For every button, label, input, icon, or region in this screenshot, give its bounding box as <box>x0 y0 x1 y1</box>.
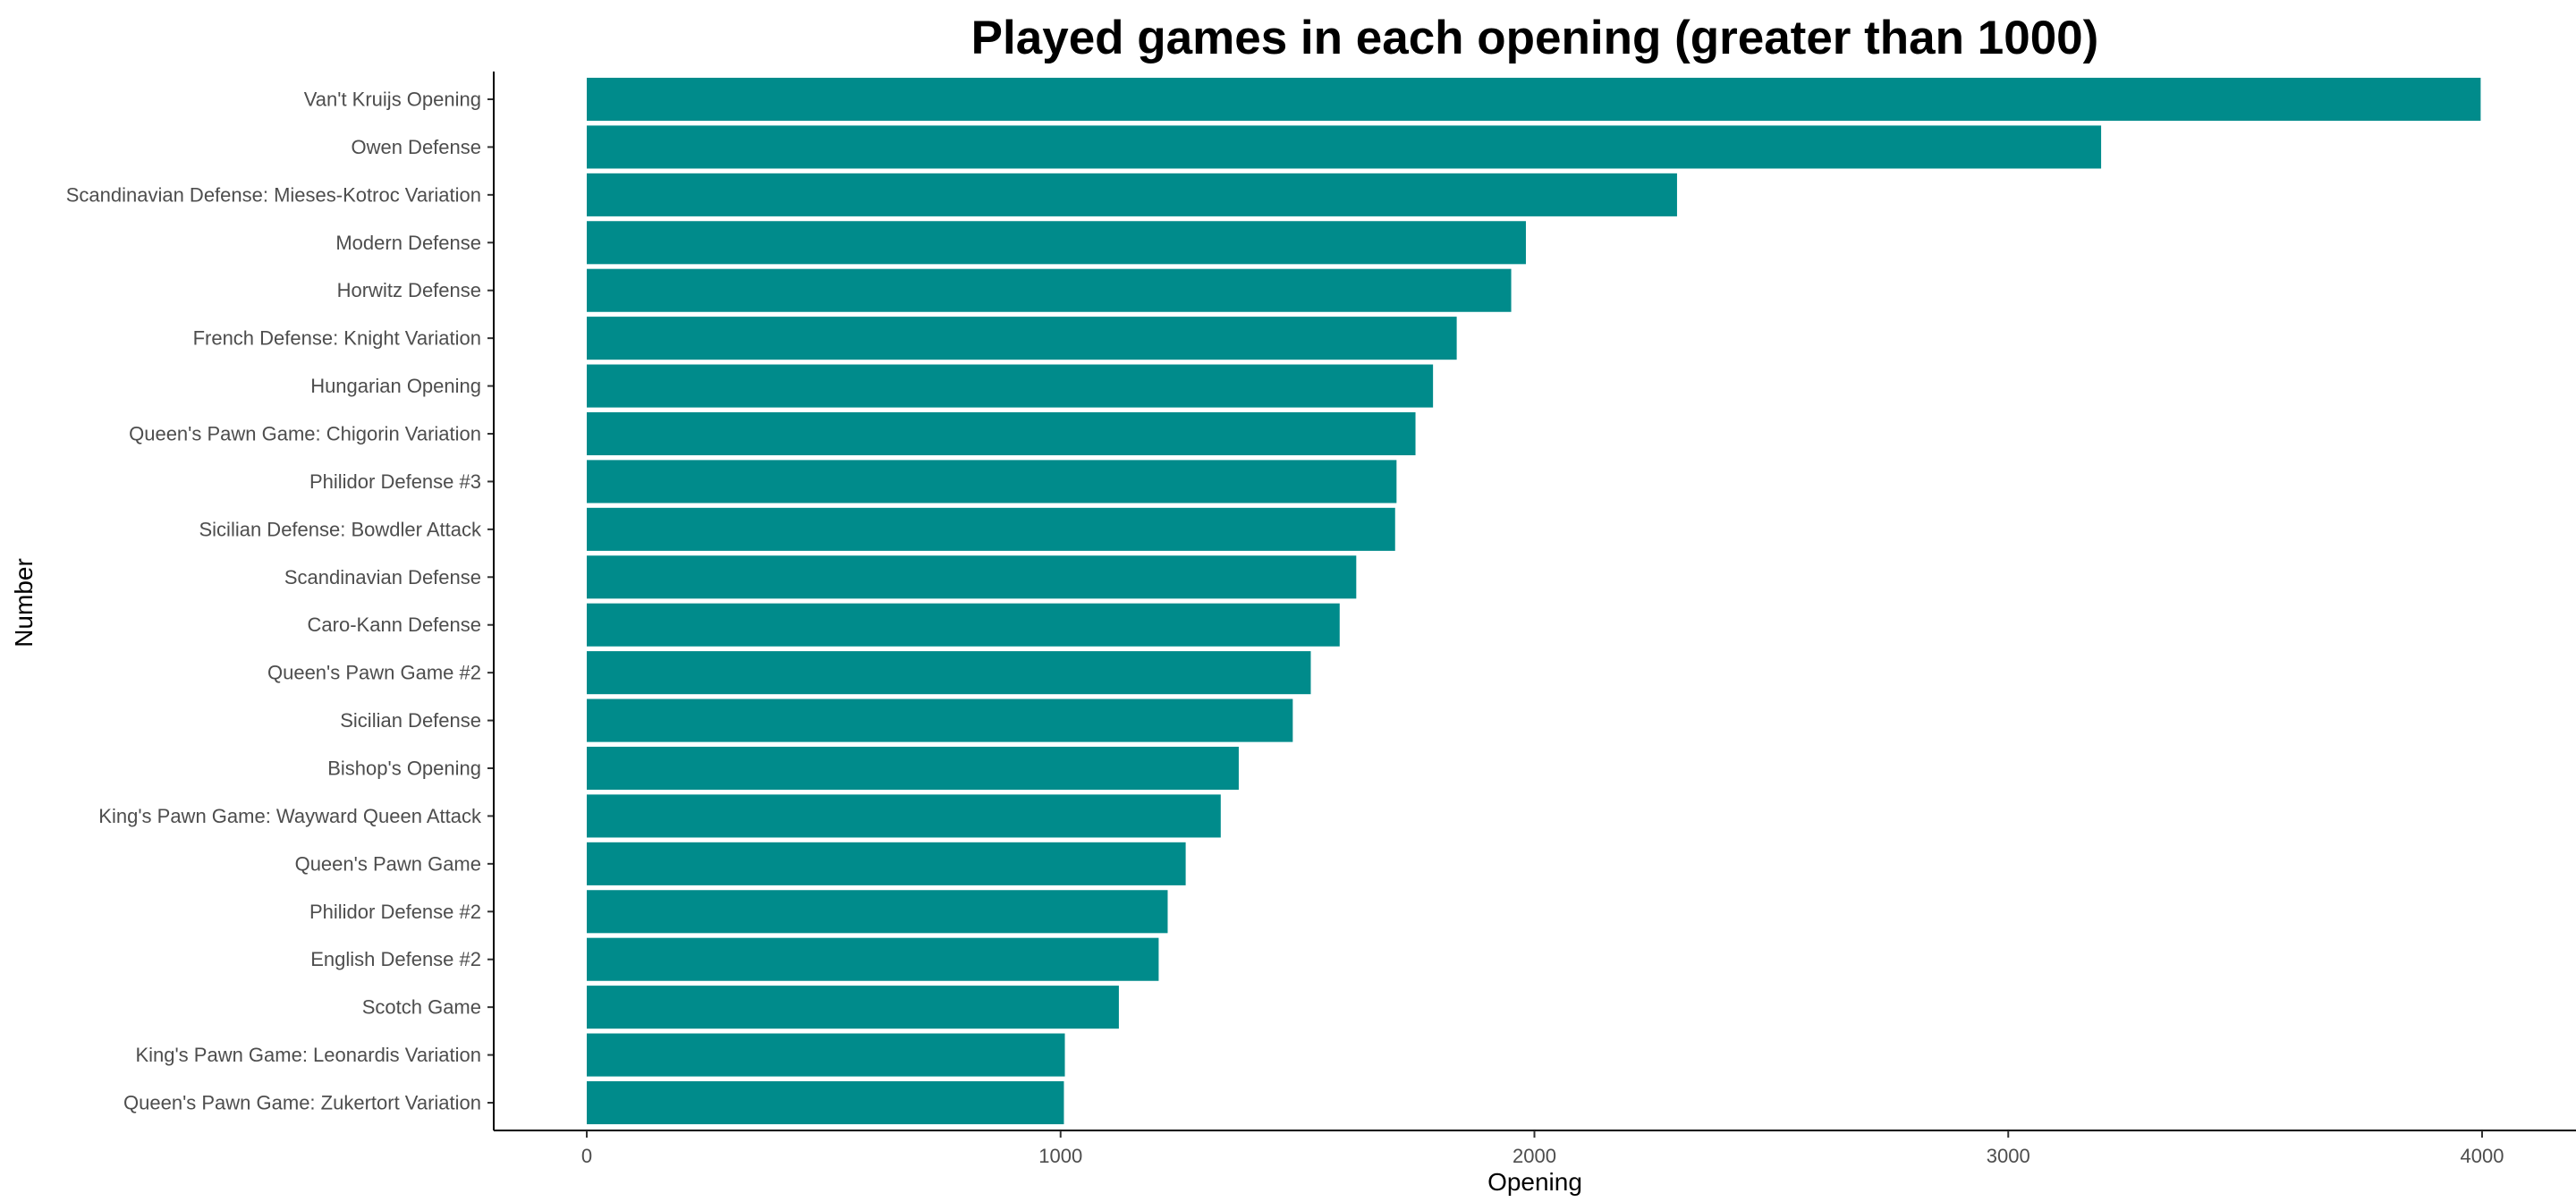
y-axis-title: Number <box>10 558 38 648</box>
bar <box>587 890 1168 934</box>
y-tick-label: Van't Kruijs Opening <box>304 89 481 111</box>
y-tick-label: English Defense #2 <box>310 948 481 970</box>
x-tick-label: 2000 <box>1513 1145 1556 1167</box>
y-tick-label: Philidor Defense #2 <box>309 901 481 923</box>
bar <box>587 1033 1065 1077</box>
y-tick-label: Owen Defense <box>351 136 481 158</box>
bar <box>587 507 1395 551</box>
bar <box>587 555 1357 599</box>
bar <box>587 411 1416 456</box>
x-tick-label: 0 <box>581 1145 592 1167</box>
y-tick-label: Scandinavian Defense <box>284 566 481 588</box>
chart-title: Played games in each opening (greater th… <box>971 12 2099 64</box>
bar <box>587 77 2481 122</box>
x-axis: 0 1000 2000 3000 4000 <box>494 1130 2576 1167</box>
bar <box>587 317 1457 360</box>
bar <box>587 986 1119 1029</box>
y-tick-label: Sicilian Defense <box>340 709 481 732</box>
y-tick-label: Horwitz Defense <box>337 279 481 301</box>
bar <box>587 842 1186 885</box>
x-tick-label: 3000 <box>1987 1145 2030 1167</box>
bar <box>587 698 1293 742</box>
y-tick-label: Scotch Game <box>362 996 481 1019</box>
y-tick-label: Philidor Defense #3 <box>309 470 481 493</box>
bar <box>587 651 1311 695</box>
bar <box>587 268 1512 312</box>
x-tick-label: 1000 <box>1038 1145 1082 1167</box>
x-axis-title: Opening <box>1487 1168 1582 1196</box>
bar <box>587 460 1397 504</box>
bar <box>587 603 1340 647</box>
y-tick-label: Queen's Pawn Game: Chigorin Variation <box>129 423 481 445</box>
y-tick-label: Queen's Pawn Game: Zukertort Variation <box>123 1092 481 1114</box>
y-tick-label: Modern Defense <box>335 232 481 254</box>
y-tick-label: French Defense: Knight Variation <box>193 327 481 350</box>
y-tick-label: Scandinavian Defense: Mieses-Kotroc Vari… <box>66 183 481 206</box>
x-tick-label: 4000 <box>2461 1145 2504 1167</box>
bars-group <box>587 77 2481 1125</box>
y-axis: Van't Kruijs Opening Owen Defense Scandina… <box>66 72 495 1130</box>
bar <box>587 221 1526 265</box>
y-tick-label: Sicilian Defense: Bowdler Attack <box>199 518 482 540</box>
y-tick-label: Hungarian Opening <box>310 375 481 397</box>
bar <box>587 173 1677 216</box>
bar <box>587 1080 1064 1125</box>
bar <box>587 937 1159 981</box>
y-tick-label: Caro-Kann Defense <box>308 614 481 636</box>
bar <box>587 125 2102 169</box>
y-tick-label: King's Pawn Game: Wayward Queen Attack <box>98 805 482 827</box>
y-tick-label: King's Pawn Game: Leonardis Variation <box>135 1044 481 1066</box>
bar <box>587 794 1221 838</box>
y-tick-label: Queen's Pawn Game <box>295 852 481 875</box>
y-tick-label: Queen's Pawn Game #2 <box>267 662 481 684</box>
y-tick-label: Bishop's Opening <box>327 758 481 780</box>
bar <box>587 746 1239 791</box>
bar <box>587 364 1434 408</box>
